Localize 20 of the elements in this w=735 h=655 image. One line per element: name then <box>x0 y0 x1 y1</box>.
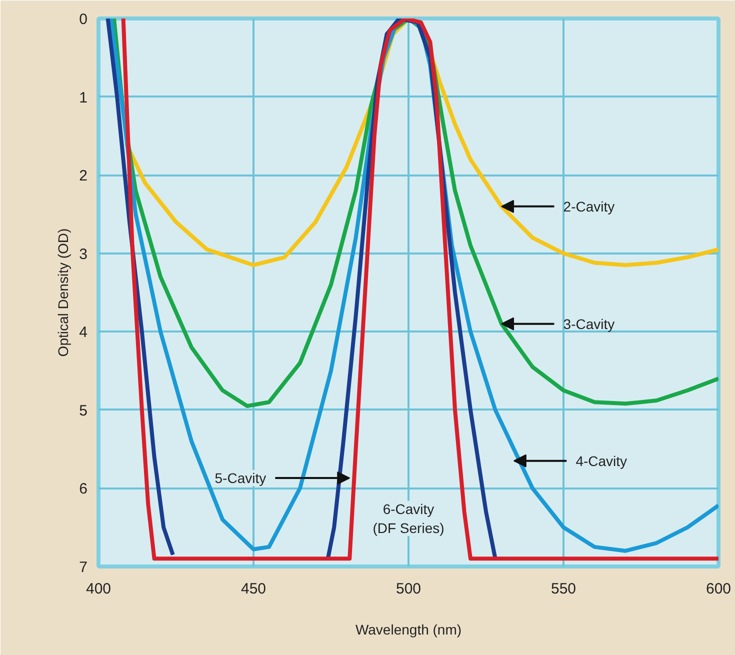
y-axis-title: Optical Density (OD) <box>55 228 72 357</box>
y-tick-label: 7 <box>79 559 88 576</box>
x-tick-label: 500 <box>396 580 422 598</box>
y-tick-label: 0 <box>79 11 88 28</box>
y-tick-label: 5 <box>79 402 88 420</box>
x-tick-label: 400 <box>86 580 112 598</box>
x-axis-title: Wavelength (nm) <box>355 622 462 638</box>
y-tick-label: 4 <box>79 324 88 342</box>
y-tick-label: 2 <box>79 168 88 185</box>
annotation: 2-Cavity <box>563 198 615 214</box>
annotation: 3-Cavity <box>563 316 615 332</box>
x-tick-label: 450 <box>240 580 266 598</box>
y-tick-label: 6 <box>79 480 88 498</box>
y-tick-label: 3 <box>79 246 88 263</box>
annotation: 4-Cavity <box>576 452 628 469</box>
annotation: 5-Cavity <box>214 470 266 486</box>
x-tick-label: 600 <box>706 580 732 598</box>
annotation: 6-Cavity (DF Series) <box>372 500 444 536</box>
x-tick-label: 550 <box>550 580 576 598</box>
y-tick-label: 1 <box>79 89 88 106</box>
